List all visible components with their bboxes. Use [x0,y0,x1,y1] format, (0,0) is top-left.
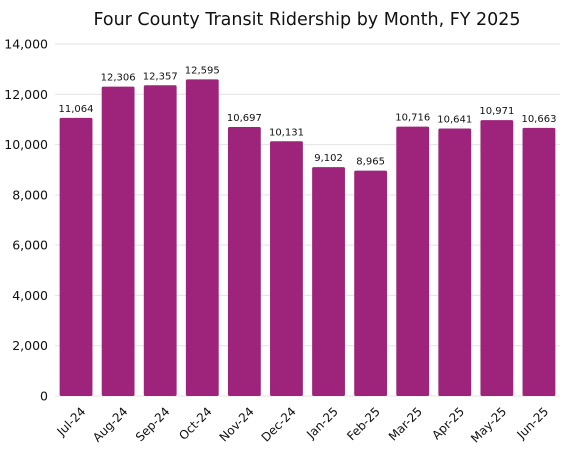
data-label: 10,971 [479,106,514,117]
x-tick-label: Nov-24 [217,404,257,444]
y-tick-label: 4,000 [12,288,48,303]
bar-dec-24 [270,141,303,396]
bars [59,79,556,397]
y-tick-label: 12,000 [4,87,48,102]
bar-jan-25 [312,167,345,396]
data-label: 12,306 [101,73,136,84]
x-tick-label: Aug-24 [90,404,130,444]
x-tick-label: May-25 [468,404,509,445]
data-label: 12,595 [185,65,220,76]
x-tick-label: Dec-24 [259,404,299,444]
bar-oct-24 [185,79,219,396]
y-tick-label: 8,000 [12,187,48,202]
bar-nov-24 [227,127,261,396]
bar-jun-25 [522,127,556,397]
data-label: 9,102 [314,153,343,164]
x-tick-label: Oct-24 [176,404,214,442]
y-tick-label: 14,000 [4,37,48,52]
bar-mar-25 [396,126,430,396]
bar-jul-24 [59,117,93,396]
x-tick-label: Jun-25 [514,404,552,442]
bar-sep-24 [143,85,177,396]
gridlines [55,43,560,397]
bar-feb-25 [354,170,388,396]
data-label: 10,697 [227,113,262,124]
y-axis-ticks: 0 2,000 4,000 6,000 8,000 10,000 12,000 14,000 [4,37,48,404]
data-label: 10,131 [269,127,304,138]
x-tick-label: Jan-25 [303,404,341,442]
bar-aug-24 [101,86,135,396]
bar-apr-25 [438,128,472,396]
chart-title: Four County Transit Ridership by Month, … [93,10,520,30]
data-label: 10,716 [395,113,430,124]
data-label: 8,965 [356,157,385,168]
data-labels: 11,064 12,306 12,357 12,595 10,697 10,131 9,10… [59,65,557,167]
y-tick-label: 10,000 [4,137,48,152]
data-label: 12,357 [143,71,178,82]
data-label: 10,641 [437,114,472,125]
x-tick-label: Apr-25 [429,404,467,442]
x-tick-label: Mar-25 [386,404,425,443]
x-tick-label: Jul-24 [54,404,89,439]
data-label: 11,064 [59,104,94,115]
x-tick-label: Feb-25 [344,404,383,443]
y-tick-label: 2,000 [12,338,48,353]
bar-may-25 [480,120,514,396]
data-label: 10,663 [521,114,556,125]
x-axis-ticks: Jul-24 Aug-24 Sep-24 Oct-24 Nov-24 Dec-24 Jan-… [54,404,552,445]
y-tick-label: 0 [40,389,48,404]
x-tick-label: Sep-24 [133,404,173,444]
y-tick-label: 6,000 [12,238,48,253]
